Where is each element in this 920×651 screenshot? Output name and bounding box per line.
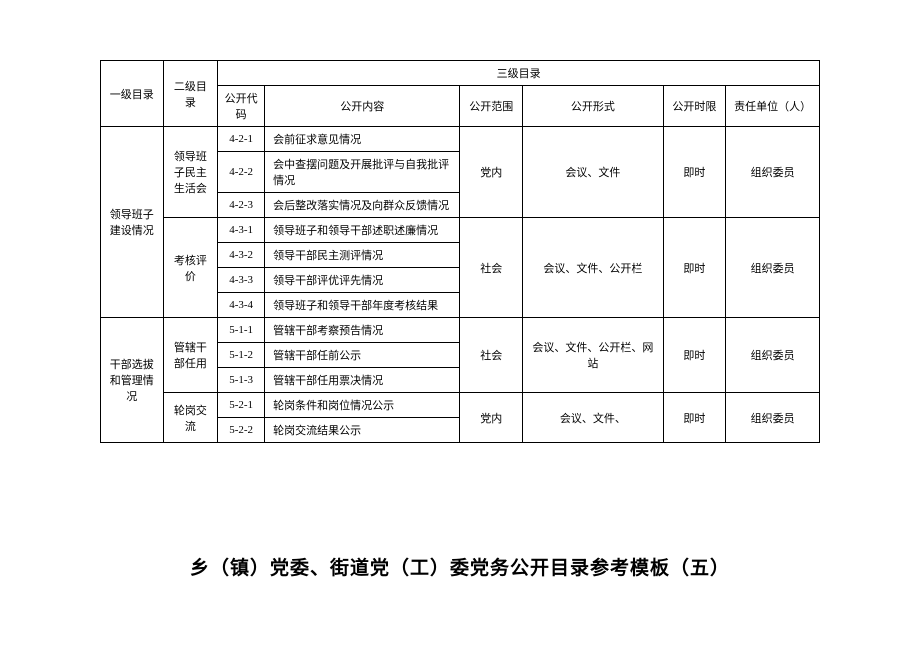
level2-cell: 考核评价 (163, 218, 218, 318)
responsible-cell: 组织委员 (726, 127, 820, 218)
content-cell: 管辖干部考察预告情况 (265, 318, 460, 343)
time-cell: 即时 (663, 127, 726, 218)
header-code: 公开代码 (218, 86, 265, 127)
code-cell: 4-3-2 (218, 243, 265, 268)
content-cell: 领导班子和领导干部年度考核结果 (265, 293, 460, 318)
header-scope: 公开范围 (460, 86, 523, 127)
scope-cell: 党内 (460, 393, 523, 443)
header-time: 公开时限 (663, 86, 726, 127)
catalog-table: 一级目录二级目录三级目录公开代码公开内容公开范围公开形式公开时限责任单位（人）领… (100, 60, 820, 443)
table-row: 干部选拔和管理情况管辖干部任用5-1-1管辖干部考察预告情况社会会议、文件、公开… (101, 318, 820, 343)
code-cell: 5-1-1 (218, 318, 265, 343)
code-cell: 5-1-3 (218, 368, 265, 393)
responsible-cell: 组织委员 (726, 318, 820, 393)
code-cell: 5-1-2 (218, 343, 265, 368)
code-cell: 4-2-3 (218, 193, 265, 218)
table-row: 轮岗交流5-2-1轮岗条件和岗位情况公示党内会议、文件、即时组织委员 (101, 393, 820, 418)
content-cell: 领导班子和领导干部述职述廉情况 (265, 218, 460, 243)
form-cell: 会议、文件、公开栏 (523, 218, 664, 318)
code-cell: 4-3-4 (218, 293, 265, 318)
header-level2: 二级目录 (163, 61, 218, 127)
level2-cell: 轮岗交流 (163, 393, 218, 443)
time-cell: 即时 (663, 393, 726, 443)
code-cell: 4-3-3 (218, 268, 265, 293)
time-cell: 即时 (663, 218, 726, 318)
time-cell: 即时 (663, 318, 726, 393)
level2-cell: 管辖干部任用 (163, 318, 218, 393)
content-cell: 管辖干部任用票决情况 (265, 368, 460, 393)
content-cell: 轮岗交流结果公示 (265, 418, 460, 443)
document-title: 乡（镇）党委、街道党（工）委党务公开目录参考模板（五） (100, 553, 820, 580)
level2-cell: 领导班子民主生活会 (163, 127, 218, 218)
header-level1: 一级目录 (101, 61, 164, 127)
level1-cell: 领导班子建设情况 (101, 127, 164, 318)
header-level3: 三级目录 (218, 61, 820, 86)
header-content: 公开内容 (265, 86, 460, 127)
code-cell: 5-2-2 (218, 418, 265, 443)
code-cell: 5-2-1 (218, 393, 265, 418)
responsible-cell: 组织委员 (726, 218, 820, 318)
form-cell: 会议、文件、公开栏、网站 (523, 318, 664, 393)
scope-cell: 党内 (460, 127, 523, 218)
content-cell: 会后整改落实情况及向群众反馈情况 (265, 193, 460, 218)
content-cell: 会中查摆问题及开展批评与自我批评情况 (265, 152, 460, 193)
scope-cell: 社会 (460, 218, 523, 318)
form-cell: 会议、文件 (523, 127, 664, 218)
code-cell: 4-2-2 (218, 152, 265, 193)
level1-cell: 干部选拔和管理情况 (101, 318, 164, 443)
scope-cell: 社会 (460, 318, 523, 393)
content-cell: 轮岗条件和岗位情况公示 (265, 393, 460, 418)
content-cell: 领导干部民主测评情况 (265, 243, 460, 268)
code-cell: 4-3-1 (218, 218, 265, 243)
form-cell: 会议、文件、 (523, 393, 664, 443)
content-cell: 领导干部评优评先情况 (265, 268, 460, 293)
table-row: 领导班子建设情况领导班子民主生活会4-2-1会前征求意见情况党内会议、文件即时组… (101, 127, 820, 152)
content-cell: 管辖干部任前公示 (265, 343, 460, 368)
responsible-cell: 组织委员 (726, 393, 820, 443)
table-row: 考核评价4-3-1领导班子和领导干部述职述廉情况社会会议、文件、公开栏即时组织委… (101, 218, 820, 243)
content-cell: 会前征求意见情况 (265, 127, 460, 152)
header-form: 公开形式 (523, 86, 664, 127)
header-responsible: 责任单位（人） (726, 86, 820, 127)
code-cell: 4-2-1 (218, 127, 265, 152)
